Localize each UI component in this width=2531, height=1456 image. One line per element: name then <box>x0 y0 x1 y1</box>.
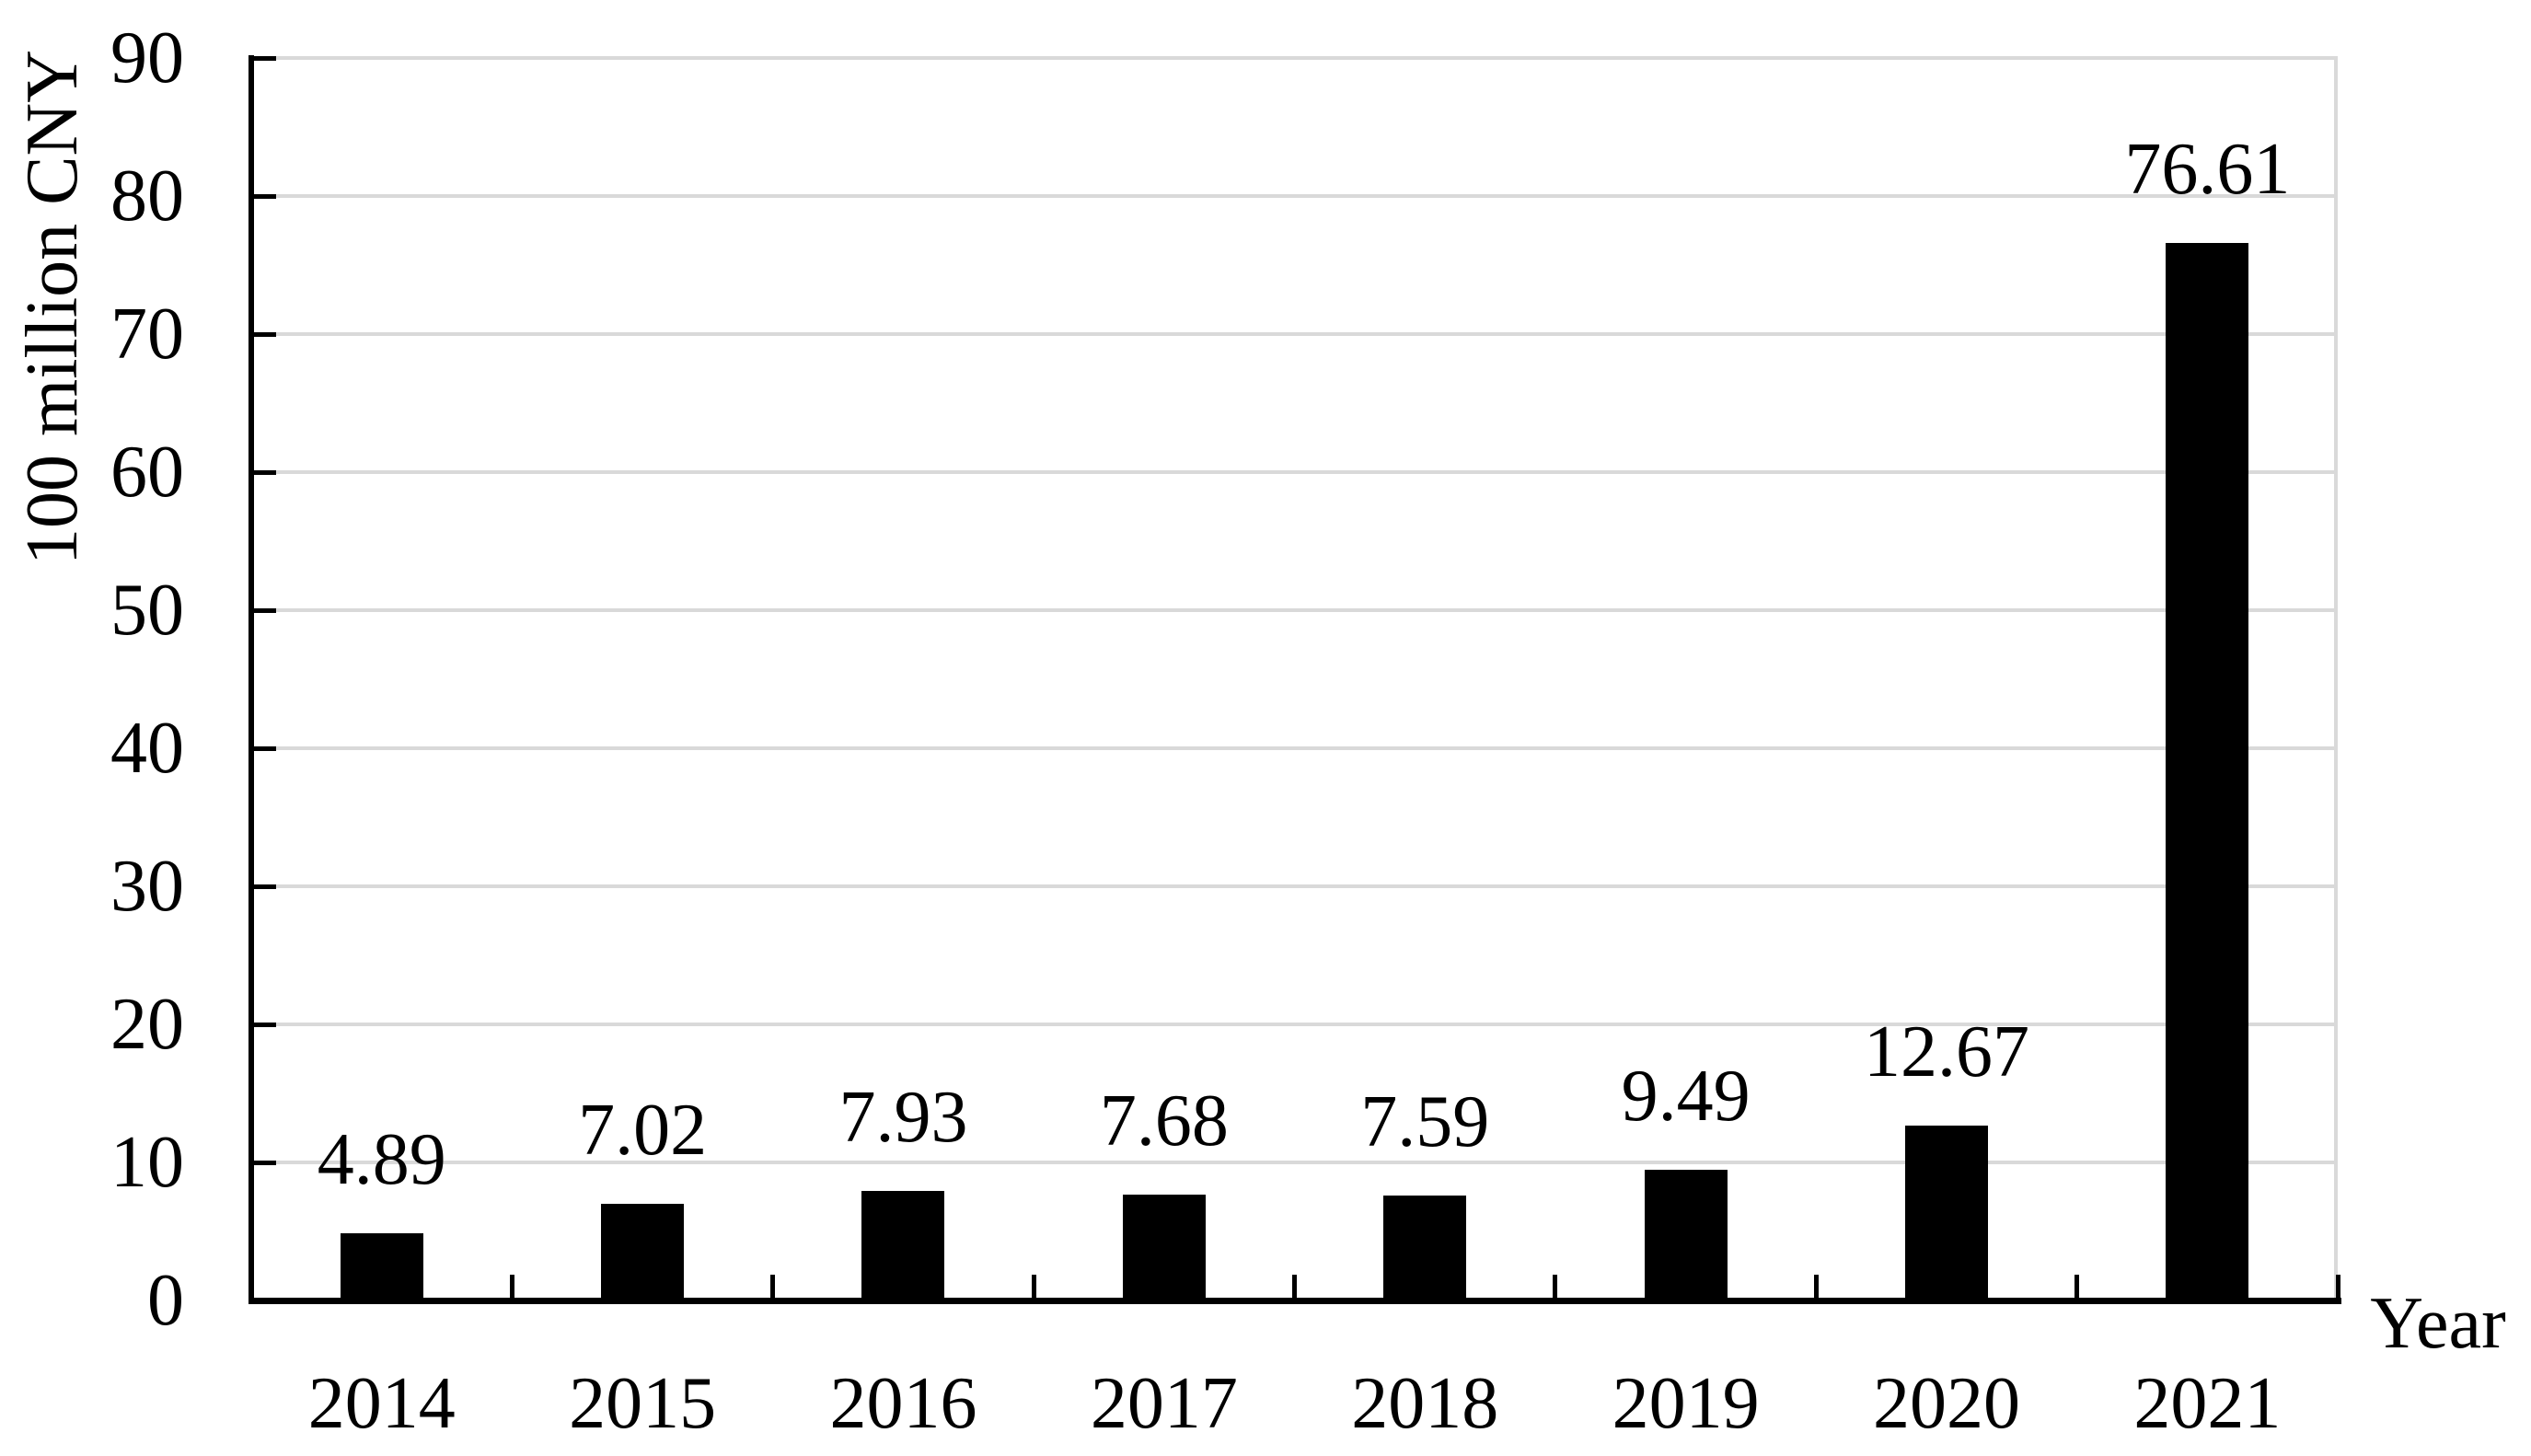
y-tick-30 <box>251 884 276 889</box>
gridline-y-80 <box>251 194 2338 198</box>
y-tick-label-20: 20 <box>110 984 184 1065</box>
gridline-y-60 <box>251 470 2338 474</box>
x-tick-1 <box>509 1275 514 1300</box>
category-cell-2016: 7.93 <box>773 58 1034 1300</box>
gridline-y-40 <box>251 746 2338 750</box>
y-tick-label-90: 90 <box>110 17 184 98</box>
x-tick-label-2017: 2017 <box>1090 1363 1238 1444</box>
data-label-2016: 7.93 <box>838 1077 968 1159</box>
x-tick-label-2021: 2021 <box>2133 1363 2282 1444</box>
y-tick-80 <box>251 193 276 199</box>
bar-2014 <box>340 1232 423 1300</box>
y-tick-label-0: 0 <box>147 1260 184 1341</box>
x-tick-7 <box>2074 1275 2080 1300</box>
y-tick-90 <box>251 55 276 61</box>
bar-2019 <box>1644 1169 1728 1300</box>
x-tick-2 <box>770 1275 776 1300</box>
category-cell-2020: 12.67 <box>1816 58 2076 1300</box>
y-tick-10 <box>251 1160 276 1165</box>
x-tick-label-2018: 2018 <box>1351 1363 1499 1444</box>
y-tick-50 <box>251 607 276 613</box>
x-tick-6 <box>1813 1275 1819 1300</box>
data-label-2020: 12.67 <box>1863 1011 2029 1092</box>
gridline-y-20 <box>251 1023 2338 1026</box>
x-tick-4 <box>1292 1275 1297 1300</box>
y-tick-label-50: 50 <box>110 570 184 651</box>
x-tick-label-2016: 2016 <box>829 1363 977 1444</box>
x-axis-title: Year <box>2370 1283 2506 1364</box>
y-tick-label-80: 80 <box>110 156 184 237</box>
bar-2020 <box>1904 1125 1988 1300</box>
gridline-y-10 <box>251 1161 2338 1164</box>
data-label-2015: 7.02 <box>578 1089 708 1171</box>
data-label-2018: 7.59 <box>1360 1081 1490 1163</box>
y-tick-20 <box>251 1022 276 1027</box>
category-cell-2021: 76.61 <box>2077 58 2338 1300</box>
y-tick-40 <box>251 745 276 751</box>
plot-right-border <box>2334 58 2338 1300</box>
x-tick-0 <box>248 1275 254 1300</box>
x-tick-label-2014: 2014 <box>307 1363 456 1444</box>
category-cell-2015: 7.02 <box>512 58 772 1300</box>
category-cell-2019: 9.49 <box>1555 58 1816 1300</box>
data-label-2019: 9.49 <box>1621 1055 1751 1137</box>
data-label-2014: 4.89 <box>317 1118 446 1200</box>
y-axis-line <box>248 55 254 1303</box>
data-label-2021: 76.61 <box>2124 128 2291 210</box>
y-tick-70 <box>251 331 276 337</box>
x-tick-8 <box>2335 1275 2340 1300</box>
y-tick-60 <box>251 469 276 475</box>
bar-2016 <box>861 1191 945 1300</box>
bar-2015 <box>601 1203 685 1300</box>
data-label-2017: 7.68 <box>1099 1080 1229 1161</box>
x-tick-label-2019: 2019 <box>1612 1363 1760 1444</box>
gridline-y-90 <box>251 56 2338 60</box>
category-cell-2018: 7.59 <box>1295 58 1555 1300</box>
gridline-y-70 <box>251 332 2338 336</box>
y-tick-label-30: 30 <box>110 846 184 927</box>
x-tick-5 <box>1553 1275 1558 1300</box>
y-tick-label-40: 40 <box>110 708 184 789</box>
bar-2017 <box>1122 1194 1206 1300</box>
x-tick-label-2020: 2020 <box>1872 1363 2020 1444</box>
category-cell-2017: 7.68 <box>1034 58 1294 1300</box>
gridline-y-30 <box>251 884 2338 888</box>
plot-area: 4.89 7.02 7.93 7.68 7.59 9.49 12.67 76.61 <box>251 56 2338 1300</box>
gridline-y-50 <box>251 608 2338 612</box>
x-tick-3 <box>1031 1275 1036 1300</box>
y-tick-label-70: 70 <box>110 294 184 375</box>
y-tick-label-60: 60 <box>110 432 184 513</box>
bar-2021 <box>2166 242 2249 1300</box>
x-axis-line <box>248 1298 2341 1304</box>
x-tick-label-2015: 2015 <box>569 1363 717 1444</box>
y-tick-label-10: 10 <box>110 1122 184 1203</box>
bar-2018 <box>1383 1196 1467 1300</box>
category-cell-2014: 4.89 <box>251 58 512 1300</box>
